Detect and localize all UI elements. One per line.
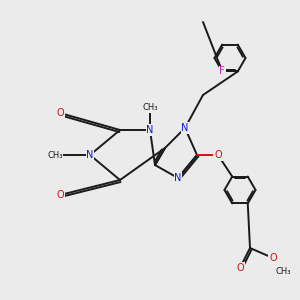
- Text: F: F: [219, 66, 225, 76]
- Text: N: N: [146, 125, 154, 135]
- Text: N: N: [86, 150, 94, 160]
- Text: N: N: [174, 173, 182, 183]
- Text: O: O: [236, 263, 244, 273]
- Text: N: N: [181, 123, 189, 133]
- Text: O: O: [269, 253, 277, 263]
- Text: CH₃: CH₃: [47, 151, 63, 160]
- Text: CH₃: CH₃: [275, 268, 291, 277]
- Text: O: O: [56, 108, 64, 118]
- Text: O: O: [56, 190, 64, 200]
- Text: O: O: [214, 150, 222, 160]
- Text: CH₃: CH₃: [142, 103, 158, 112]
